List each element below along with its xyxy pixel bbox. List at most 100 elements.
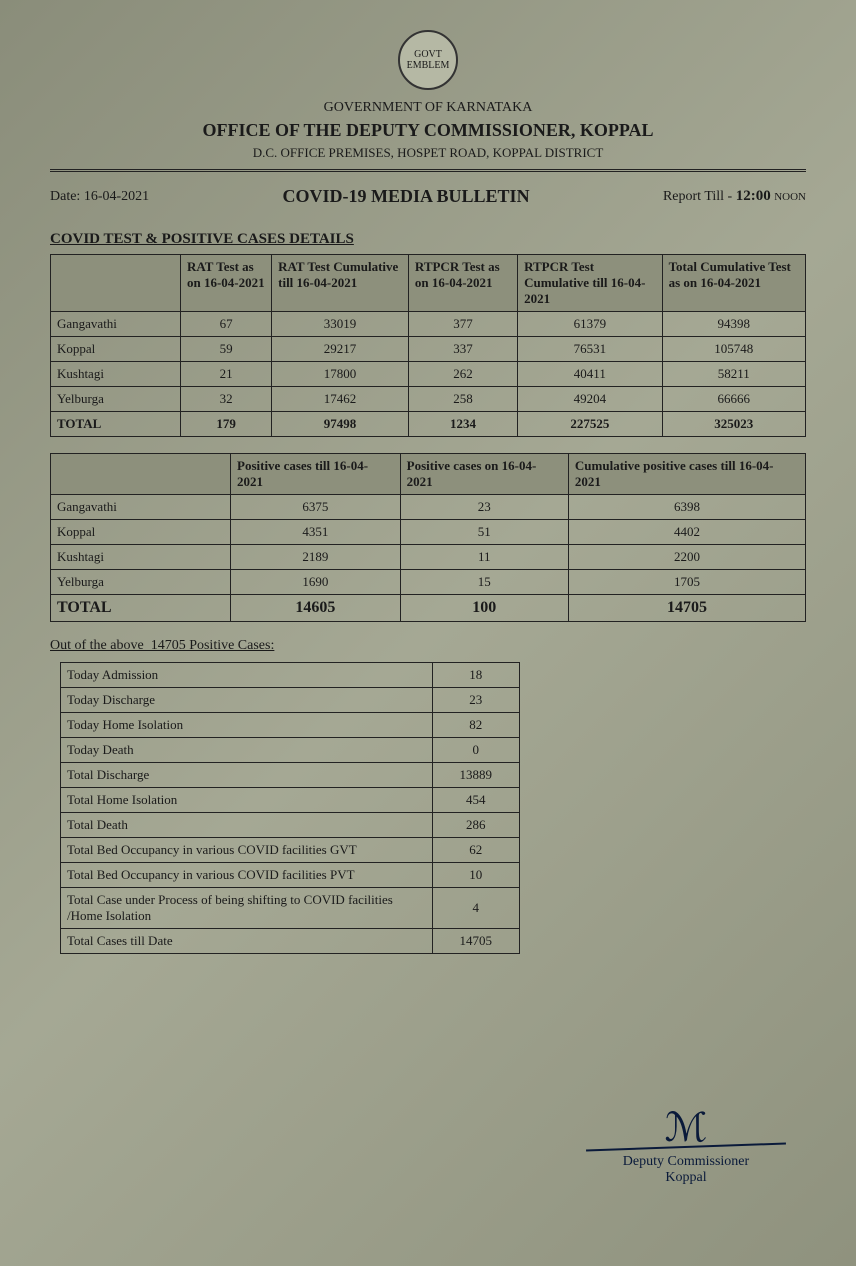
table-row-total: TOTAL 179 97498 1234 227525 325023	[51, 412, 806, 437]
t2-r0c3: 6398	[568, 495, 805, 520]
t2-r3c0: Yelburga	[51, 570, 231, 595]
table-row: Koppal 4351 51 4402	[51, 520, 806, 545]
t1-r3c3: 258	[408, 387, 517, 412]
t3-r9c1: 4	[432, 888, 519, 929]
t1-col4: RTPCR Test Cumulative till 16-04-2021	[518, 255, 662, 312]
report-till-time: 12:00	[736, 188, 771, 204]
t3-r6c0: Total Death	[61, 813, 433, 838]
t3-r4c0: Total Discharge	[61, 763, 433, 788]
t1-col3: RTPCR Test as on 16-04-2021	[408, 255, 517, 312]
t3-r5c1: 454	[432, 788, 519, 813]
t1-r2c3: 262	[408, 362, 517, 387]
t1-r0c4: 61379	[518, 312, 662, 337]
table-row: Gangavathi 67 33019 377 61379 94398	[51, 312, 806, 337]
t3-r7c0: Total Bed Occupancy in various COVID fac…	[61, 838, 433, 863]
t3-r0c1: 18	[432, 663, 519, 688]
t2-r2c1: 2189	[231, 545, 401, 570]
t2-r4c2: 100	[400, 595, 568, 622]
table-row: Gangavathi 6375 23 6398	[51, 495, 806, 520]
t1-col5: Total Cumulative Test as on 16-04-2021	[662, 255, 805, 312]
t2-r1c3: 4402	[568, 520, 805, 545]
subheader-row: Date: 16-04-2021 COVID-19 MEDIA BULLETIN…	[50, 186, 806, 207]
t1-r4c2: 97498	[272, 412, 409, 437]
t2-r1c1: 4351	[231, 520, 401, 545]
t3-r1c1: 23	[432, 688, 519, 713]
premises-line: D.C. OFFICE PREMISES, HOSPET ROAD, KOPPA…	[50, 145, 806, 161]
section-title-tests: COVID TEST & POSITIVE CASES DETAILS	[50, 231, 806, 248]
t1-r1c5: 105748	[662, 337, 805, 362]
t1-r2c0: Kushtagi	[51, 362, 181, 387]
report-till-suffix: NOON	[774, 191, 806, 203]
table-row: Total Home Isolation454	[61, 788, 520, 813]
test-details-table: RAT Test as on 16-04-2021 RAT Test Cumul…	[50, 254, 806, 437]
t1-r2c1: 21	[181, 362, 272, 387]
t2-r1c0: Koppal	[51, 520, 231, 545]
t2-r0c2: 23	[400, 495, 568, 520]
t1-r3c4: 49204	[518, 387, 662, 412]
t2-r2c3: 2200	[568, 545, 805, 570]
table-row: Today Home Isolation82	[61, 713, 520, 738]
signature-place: Koppal	[586, 1170, 786, 1186]
office-line: OFFICE OF THE DEPUTY COMMISSIONER, KOPPA…	[50, 120, 806, 141]
t1-r3c5: 66666	[662, 387, 805, 412]
table-row: Koppal 59 29217 337 76531 105748	[51, 337, 806, 362]
t1-r1c0: Koppal	[51, 337, 181, 362]
table-row: Total Case under Process of being shifti…	[61, 888, 520, 929]
t2-col2: Positive cases on 16-04-2021	[400, 454, 568, 495]
t2-r0c0: Gangavathi	[51, 495, 231, 520]
table-row: Today Death0	[61, 738, 520, 763]
t1-r1c1: 59	[181, 337, 272, 362]
t1-r0c0: Gangavathi	[51, 312, 181, 337]
summary-table-body: Today Admission18 Today Discharge23 Toda…	[61, 663, 520, 954]
test-table-body: Gangavathi 67 33019 377 61379 94398 Kopp…	[51, 312, 806, 437]
t3-r3c0: Today Death	[61, 738, 433, 763]
govt-emblem-icon: GOVT EMBLEM	[398, 30, 458, 90]
t1-r4c1: 179	[181, 412, 272, 437]
date-value: Date: 16-04-2021	[50, 189, 149, 205]
t2-r3c1: 1690	[231, 570, 401, 595]
t1-col0	[51, 255, 181, 312]
t2-col3: Cumulative positive cases till 16-04-202…	[568, 454, 805, 495]
table-row: Total Bed Occupancy in various COVID fac…	[61, 863, 520, 888]
t3-r10c0: Total Cases till Date	[61, 929, 433, 954]
t2-r0c1: 6375	[231, 495, 401, 520]
t2-col1: Positive cases till 16-04-2021	[231, 454, 401, 495]
positive-table-body: Gangavathi 6375 23 6398 Koppal 4351 51 4…	[51, 495, 806, 622]
t2-r4c1: 14605	[231, 595, 401, 622]
t1-r0c5: 94398	[662, 312, 805, 337]
t1-r0c1: 67	[181, 312, 272, 337]
t1-r1c4: 76531	[518, 337, 662, 362]
t3-r4c1: 13889	[432, 763, 519, 788]
table-row: Kushtagi 21 17800 262 40411 58211	[51, 362, 806, 387]
table-row: Total Death286	[61, 813, 520, 838]
table-row: Kushtagi 2189 11 2200	[51, 545, 806, 570]
t1-r1c3: 337	[408, 337, 517, 362]
emblem-label: GOVT EMBLEM	[400, 49, 456, 71]
t1-r3c1: 32	[181, 387, 272, 412]
t1-r4c5: 325023	[662, 412, 805, 437]
t3-r3c1: 0	[432, 738, 519, 763]
t1-r4c3: 1234	[408, 412, 517, 437]
positive-cases-table: Positive cases till 16-04-2021 Positive …	[50, 453, 806, 622]
t2-col0	[51, 454, 231, 495]
t1-r2c4: 40411	[518, 362, 662, 387]
table-row: Yelburga 32 17462 258 49204 66666	[51, 387, 806, 412]
header-divider	[50, 169, 806, 172]
t2-r4c3: 14705	[568, 595, 805, 622]
table-row: Today Admission18	[61, 663, 520, 688]
t2-r2c2: 11	[400, 545, 568, 570]
t3-r5c0: Total Home Isolation	[61, 788, 433, 813]
t1-r2c2: 17800	[272, 362, 409, 387]
signature-scrawl-icon: ℳ	[586, 1116, 786, 1140]
table-row: Total Discharge13889	[61, 763, 520, 788]
bulletin-title: COVID-19 MEDIA BULLETIN	[149, 186, 663, 207]
table-row: Total Cases till Date14705	[61, 929, 520, 954]
positive-table-head: Positive cases till 16-04-2021 Positive …	[51, 454, 806, 495]
out-of-positive-cases-line: Out of the above 14705 Positive Cases:	[50, 638, 806, 654]
t1-r3c2: 17462	[272, 387, 409, 412]
t3-r8c0: Total Bed Occupancy in various COVID fac…	[61, 863, 433, 888]
t1-r4c0: TOTAL	[51, 412, 181, 437]
report-till: Report Till - 12:00 NOON	[663, 188, 806, 205]
summary-table: Today Admission18 Today Discharge23 Toda…	[60, 662, 520, 954]
signature-block: ℳ Deputy Commissioner Koppal	[586, 1116, 786, 1186]
